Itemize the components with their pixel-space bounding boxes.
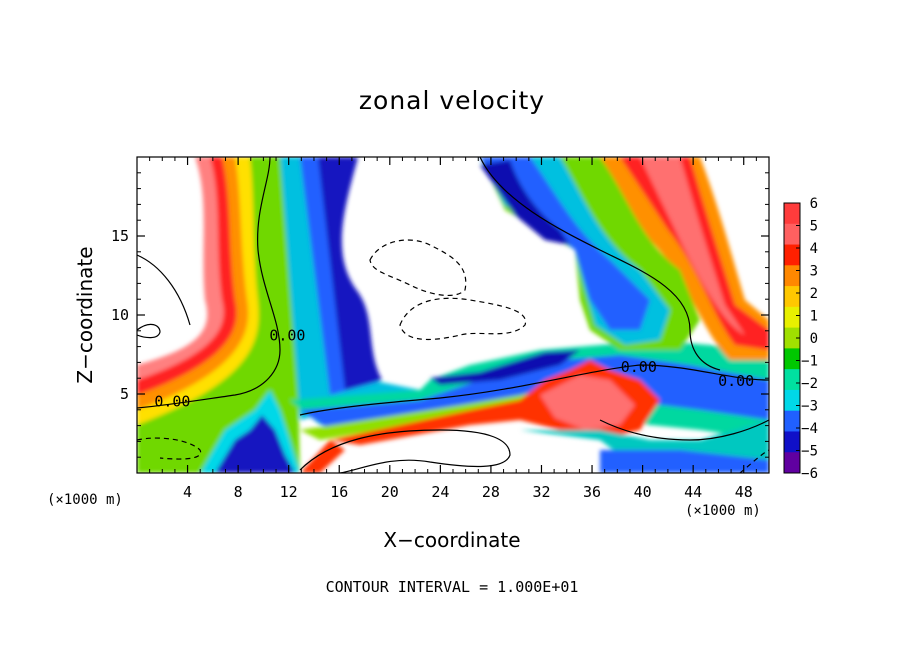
y-tick-label-2: 15	[111, 227, 129, 245]
velocity-field	[137, 157, 769, 473]
x-tick-label-11: 48	[735, 483, 753, 501]
contour-label-2: 0.00	[621, 358, 657, 376]
x-unit-left: (×1000 m)	[47, 492, 123, 508]
contour-label-3: 0.00	[718, 372, 754, 390]
colorbar-segment-6	[784, 327, 800, 349]
colorbar-segment-11	[784, 431, 800, 453]
colorbar-label-4: 2	[810, 286, 818, 302]
colorbar: 6 5 4 3 2 1 0 −1 −2 −3 −4 −5 −6	[783, 196, 818, 482]
colorbar-label-12: −6	[801, 466, 818, 482]
x-tick-label-0: 4	[183, 483, 192, 501]
colorbar-label-6: 0	[810, 331, 818, 347]
colorbar-label-7: −1	[801, 354, 818, 370]
contour-labels: 0.00 0.00 0.00 0.00	[154, 326, 754, 410]
colorbar-label-11: −5	[801, 444, 818, 460]
colorbar-label-8: −2	[801, 376, 818, 392]
chart-title: zonal velocity	[358, 86, 546, 115]
colorbar-label-2: 4	[810, 241, 818, 257]
x-tick-label-10: 44	[684, 483, 702, 501]
colorbar-segment-9	[784, 389, 800, 412]
colorbar-segment-7	[784, 348, 800, 370]
y-axis-label: Z−coordinate	[73, 246, 97, 384]
colorbar-segment-5	[784, 306, 800, 329]
colorbar-segment-4	[784, 286, 800, 308]
colorbar-label-5: 1	[810, 309, 818, 325]
x-tick-label-3: 16	[330, 483, 348, 501]
colorbar-segment-12	[784, 452, 800, 474]
x-tick-label-2: 12	[280, 483, 298, 501]
x-tick-label-9: 40	[634, 483, 652, 501]
x-tick-label-1: 8	[234, 483, 243, 501]
contour-label-0: 0.00	[154, 393, 190, 411]
contour-interval-note: CONTOUR INTERVAL = 1.000E+01	[325, 578, 579, 596]
colorbar-label-0: 6	[810, 196, 818, 212]
x-tick-label-8: 36	[583, 483, 601, 501]
y-axis: 5 10 15	[111, 172, 769, 458]
colorbar-segment-1	[784, 223, 800, 246]
colorbar-segment-2	[784, 244, 800, 266]
colorbar-segment-10	[784, 410, 800, 432]
x-unit-right: (×1000 m)	[685, 503, 761, 519]
contour-label-1: 0.00	[269, 326, 305, 344]
colorbar-segment-3	[784, 265, 800, 287]
x-axis: 4 8 12 16 20 24 28 32 36 40 44 48	[149, 157, 757, 501]
colorbar-segment-8	[784, 369, 800, 391]
colorbar-label-10: −4	[801, 421, 818, 437]
x-tick-label-6: 28	[482, 483, 500, 501]
x-axis-label: X−coordinate	[383, 528, 521, 552]
colorbar-label-1: 5	[810, 219, 818, 235]
colorbar-label-3: 3	[810, 264, 818, 280]
y-tick-label-1: 10	[111, 306, 129, 324]
x-tick-label-7: 32	[532, 483, 550, 501]
colorbar-label-9: −3	[801, 399, 818, 415]
y-tick-label-0: 5	[120, 385, 129, 403]
x-tick-label-5: 24	[431, 483, 449, 501]
colorbar-segment-0	[784, 203, 800, 225]
contour-lines	[137, 157, 769, 473]
x-tick-label-4: 20	[381, 483, 399, 501]
